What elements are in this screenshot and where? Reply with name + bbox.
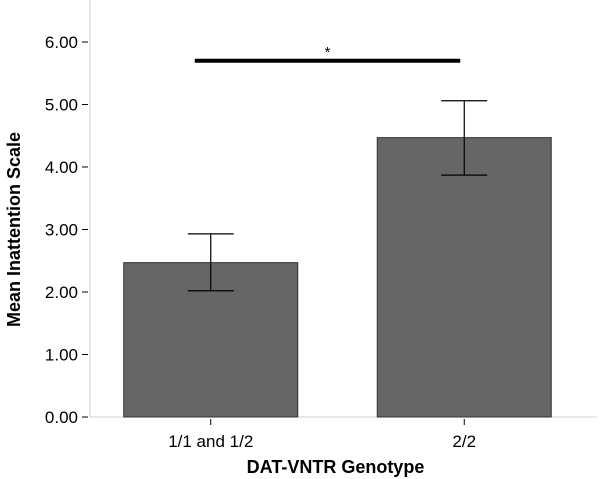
- x-tick-label: 1/1 and 1/2: [168, 432, 253, 451]
- y-tick-label: 5.00: [45, 96, 78, 115]
- x-tick-label: 2/2: [452, 432, 476, 451]
- significance-annotation: *: [194, 44, 461, 63]
- y-tick-label: 6.00: [45, 33, 78, 52]
- y-tick-label: 1.00: [45, 346, 78, 365]
- y-tick-label: 2.00: [45, 283, 78, 302]
- error-bar: [187, 233, 234, 292]
- significance-star: *: [325, 44, 331, 61]
- error-bar: [441, 100, 488, 176]
- x-axis-ticks: 1/1 and 1/2 2/2: [168, 419, 476, 451]
- error-bars: [187, 100, 488, 292]
- x-axis-title: DAT-VNTR Genotype: [247, 457, 425, 477]
- y-tick-label: 4.00: [45, 158, 78, 177]
- y-axis-title: Mean Inattention Scale: [4, 132, 24, 327]
- bar: [376, 137, 552, 418]
- y-axis-ticks: 0.00 1.00 2.00 3.00 4.00 5.00 6.00: [45, 33, 88, 427]
- y-tick-label: 0.00: [45, 408, 78, 427]
- bars: [123, 137, 552, 418]
- y-tick-label: 3.00: [45, 221, 78, 240]
